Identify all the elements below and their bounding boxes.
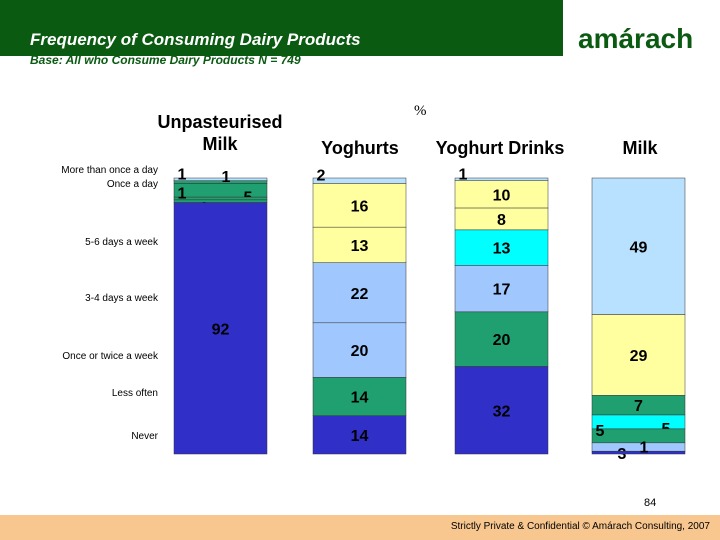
data-label-1-2: 13 bbox=[351, 238, 369, 255]
bar-segment-3-1 bbox=[591, 314, 686, 396]
category-label-yoghurt-drinks: Yoghurt Drinks bbox=[435, 138, 565, 158]
category-label-unpasteurised-milk: Unpasteurised Milk bbox=[157, 112, 283, 154]
data-label-1-3: 22 bbox=[351, 286, 369, 303]
data-label-1-4: 20 bbox=[351, 343, 369, 360]
bar-segment-2-4 bbox=[454, 265, 549, 313]
bar-segment-3-5 bbox=[591, 442, 686, 452]
bar-segment-1-5 bbox=[312, 377, 407, 416]
data-label-0-6: 92 bbox=[212, 321, 230, 338]
data-label-1-5: 14 bbox=[351, 390, 369, 407]
bar-segment-0-4 bbox=[173, 196, 268, 201]
data-label-2-0: 1 bbox=[459, 166, 468, 183]
bar-segment-1-1 bbox=[312, 183, 407, 228]
header-bar: Frequency of Consuming Dairy Products bbox=[0, 0, 563, 56]
footer-bar: Strictly Private & Confidential © Amárac… bbox=[0, 515, 720, 540]
data-label-2-2: 8 bbox=[497, 212, 506, 229]
bar-segment-1-2 bbox=[312, 226, 407, 263]
data-label-2-4: 17 bbox=[493, 282, 511, 299]
legend-once-or-twice-a-week: Once or twice a week bbox=[62, 351, 158, 362]
bar-segment-1-0 bbox=[312, 177, 407, 184]
data-label-0-2: 1 bbox=[222, 169, 231, 186]
data-label-2-3: 13 bbox=[493, 241, 511, 258]
data-label-3-1: 29 bbox=[630, 348, 648, 365]
bar-segment-2-6 bbox=[454, 366, 549, 455]
category-label-milk: Milk bbox=[622, 138, 658, 158]
bar-segment-3-6 bbox=[591, 450, 686, 455]
bar-segment-0-6 bbox=[173, 202, 268, 455]
amarach-logo: amárach bbox=[578, 23, 693, 54]
bar-segment-2-3 bbox=[454, 229, 549, 266]
category-label-yoghurts: Yoghurts bbox=[321, 138, 399, 158]
data-label-2-6: 32 bbox=[493, 403, 511, 420]
logo-text: amárach bbox=[578, 23, 693, 54]
percent-label: % bbox=[414, 103, 427, 119]
bar-segment-3-3 bbox=[591, 414, 686, 430]
bar-segment-3-0 bbox=[591, 177, 686, 315]
bar-segment-3-4 bbox=[591, 428, 686, 444]
bar-segment-0-2 bbox=[173, 180, 268, 184]
data-label-1-0: 2 bbox=[317, 168, 326, 185]
data-label-3-4: 5 bbox=[596, 423, 605, 440]
slide-title: Frequency of Consuming Dairy Products bbox=[30, 30, 361, 49]
bar-segment-1-6 bbox=[312, 415, 407, 455]
legend-never: Never bbox=[131, 431, 158, 442]
data-label-0-0: 1 bbox=[178, 166, 187, 183]
stacked-bar-chart: 1015119221613222014141108131720324929755… bbox=[173, 166, 686, 463]
data-label-2-1: 10 bbox=[493, 187, 511, 204]
bar-segment-0-3 bbox=[173, 183, 268, 198]
bar-segment-1-3 bbox=[312, 262, 407, 324]
legend-3-4-days-a-week: 3-4 days a week bbox=[85, 293, 158, 304]
data-label-3-0: 49 bbox=[630, 239, 648, 256]
base-note: Base: All who Consume Dairy Products N =… bbox=[30, 53, 301, 67]
bar-segment-0-0 bbox=[173, 177, 268, 181]
legend-less-often: Less often bbox=[111, 388, 158, 399]
legend-once-a-day: Once a day bbox=[106, 179, 158, 190]
legend-5-6-days-a-week: 5-6 days a week bbox=[85, 237, 158, 248]
legend-more-than-once-a-day: More than once a day bbox=[61, 165, 158, 176]
bar-segment-2-0 bbox=[454, 177, 549, 181]
bar-segment-2-5 bbox=[454, 311, 549, 367]
data-label-3-5: 3 bbox=[618, 446, 627, 463]
data-label-3-6: 1 bbox=[640, 440, 649, 457]
data-label-3-2: 7 bbox=[634, 398, 643, 415]
page-number: 84 bbox=[644, 497, 657, 509]
data-label-1-1: 16 bbox=[351, 198, 369, 215]
data-label-1-6: 14 bbox=[351, 428, 369, 445]
data-label-0-4: 1 bbox=[178, 185, 187, 202]
bar-segment-0-5 bbox=[173, 199, 268, 203]
data-label-2-5: 20 bbox=[493, 332, 511, 349]
footer-text: Strictly Private & Confidential © Amárac… bbox=[450, 521, 710, 532]
